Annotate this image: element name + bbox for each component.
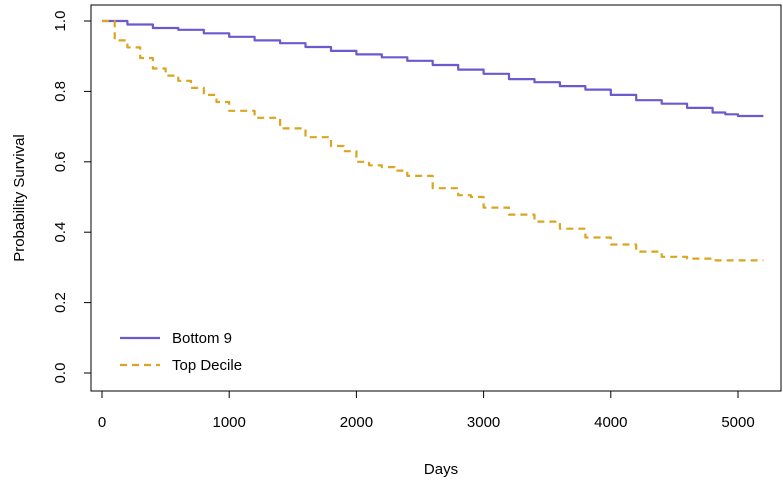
legend-label-0: Bottom 9 [172, 330, 232, 347]
x-axis-title: Days [424, 461, 458, 478]
x-axis: 0 1000 2000 3000 4000 5000 [98, 391, 755, 431]
x-tick-label: 1000 [213, 414, 246, 431]
legend: Bottom 9 Top Decile [120, 330, 242, 374]
y-tick-label: 0.4 [52, 222, 69, 243]
series-layer [102, 21, 763, 260]
y-tick-label: 1.0 [52, 11, 69, 32]
y-axis-title: Probability Survival [11, 134, 28, 262]
y-tick-label: 0.0 [52, 363, 69, 384]
y-tick-label: 0.8 [52, 81, 69, 102]
legend-label-1: Top Decile [172, 357, 242, 374]
y-tick-label: 0.2 [52, 292, 69, 313]
y-axis: 0.0 0.2 0.4 0.6 0.8 1.0 [52, 11, 91, 384]
series-line-1 [102, 21, 763, 260]
y-tick-label: 0.6 [52, 151, 69, 172]
x-tick-label: 2000 [340, 414, 373, 431]
x-tick-label: 5000 [721, 414, 754, 431]
x-tick-label: 0 [98, 414, 106, 431]
x-tick-label: 4000 [594, 414, 627, 431]
x-tick-label: 3000 [467, 414, 500, 431]
series-line-0 [102, 21, 763, 116]
